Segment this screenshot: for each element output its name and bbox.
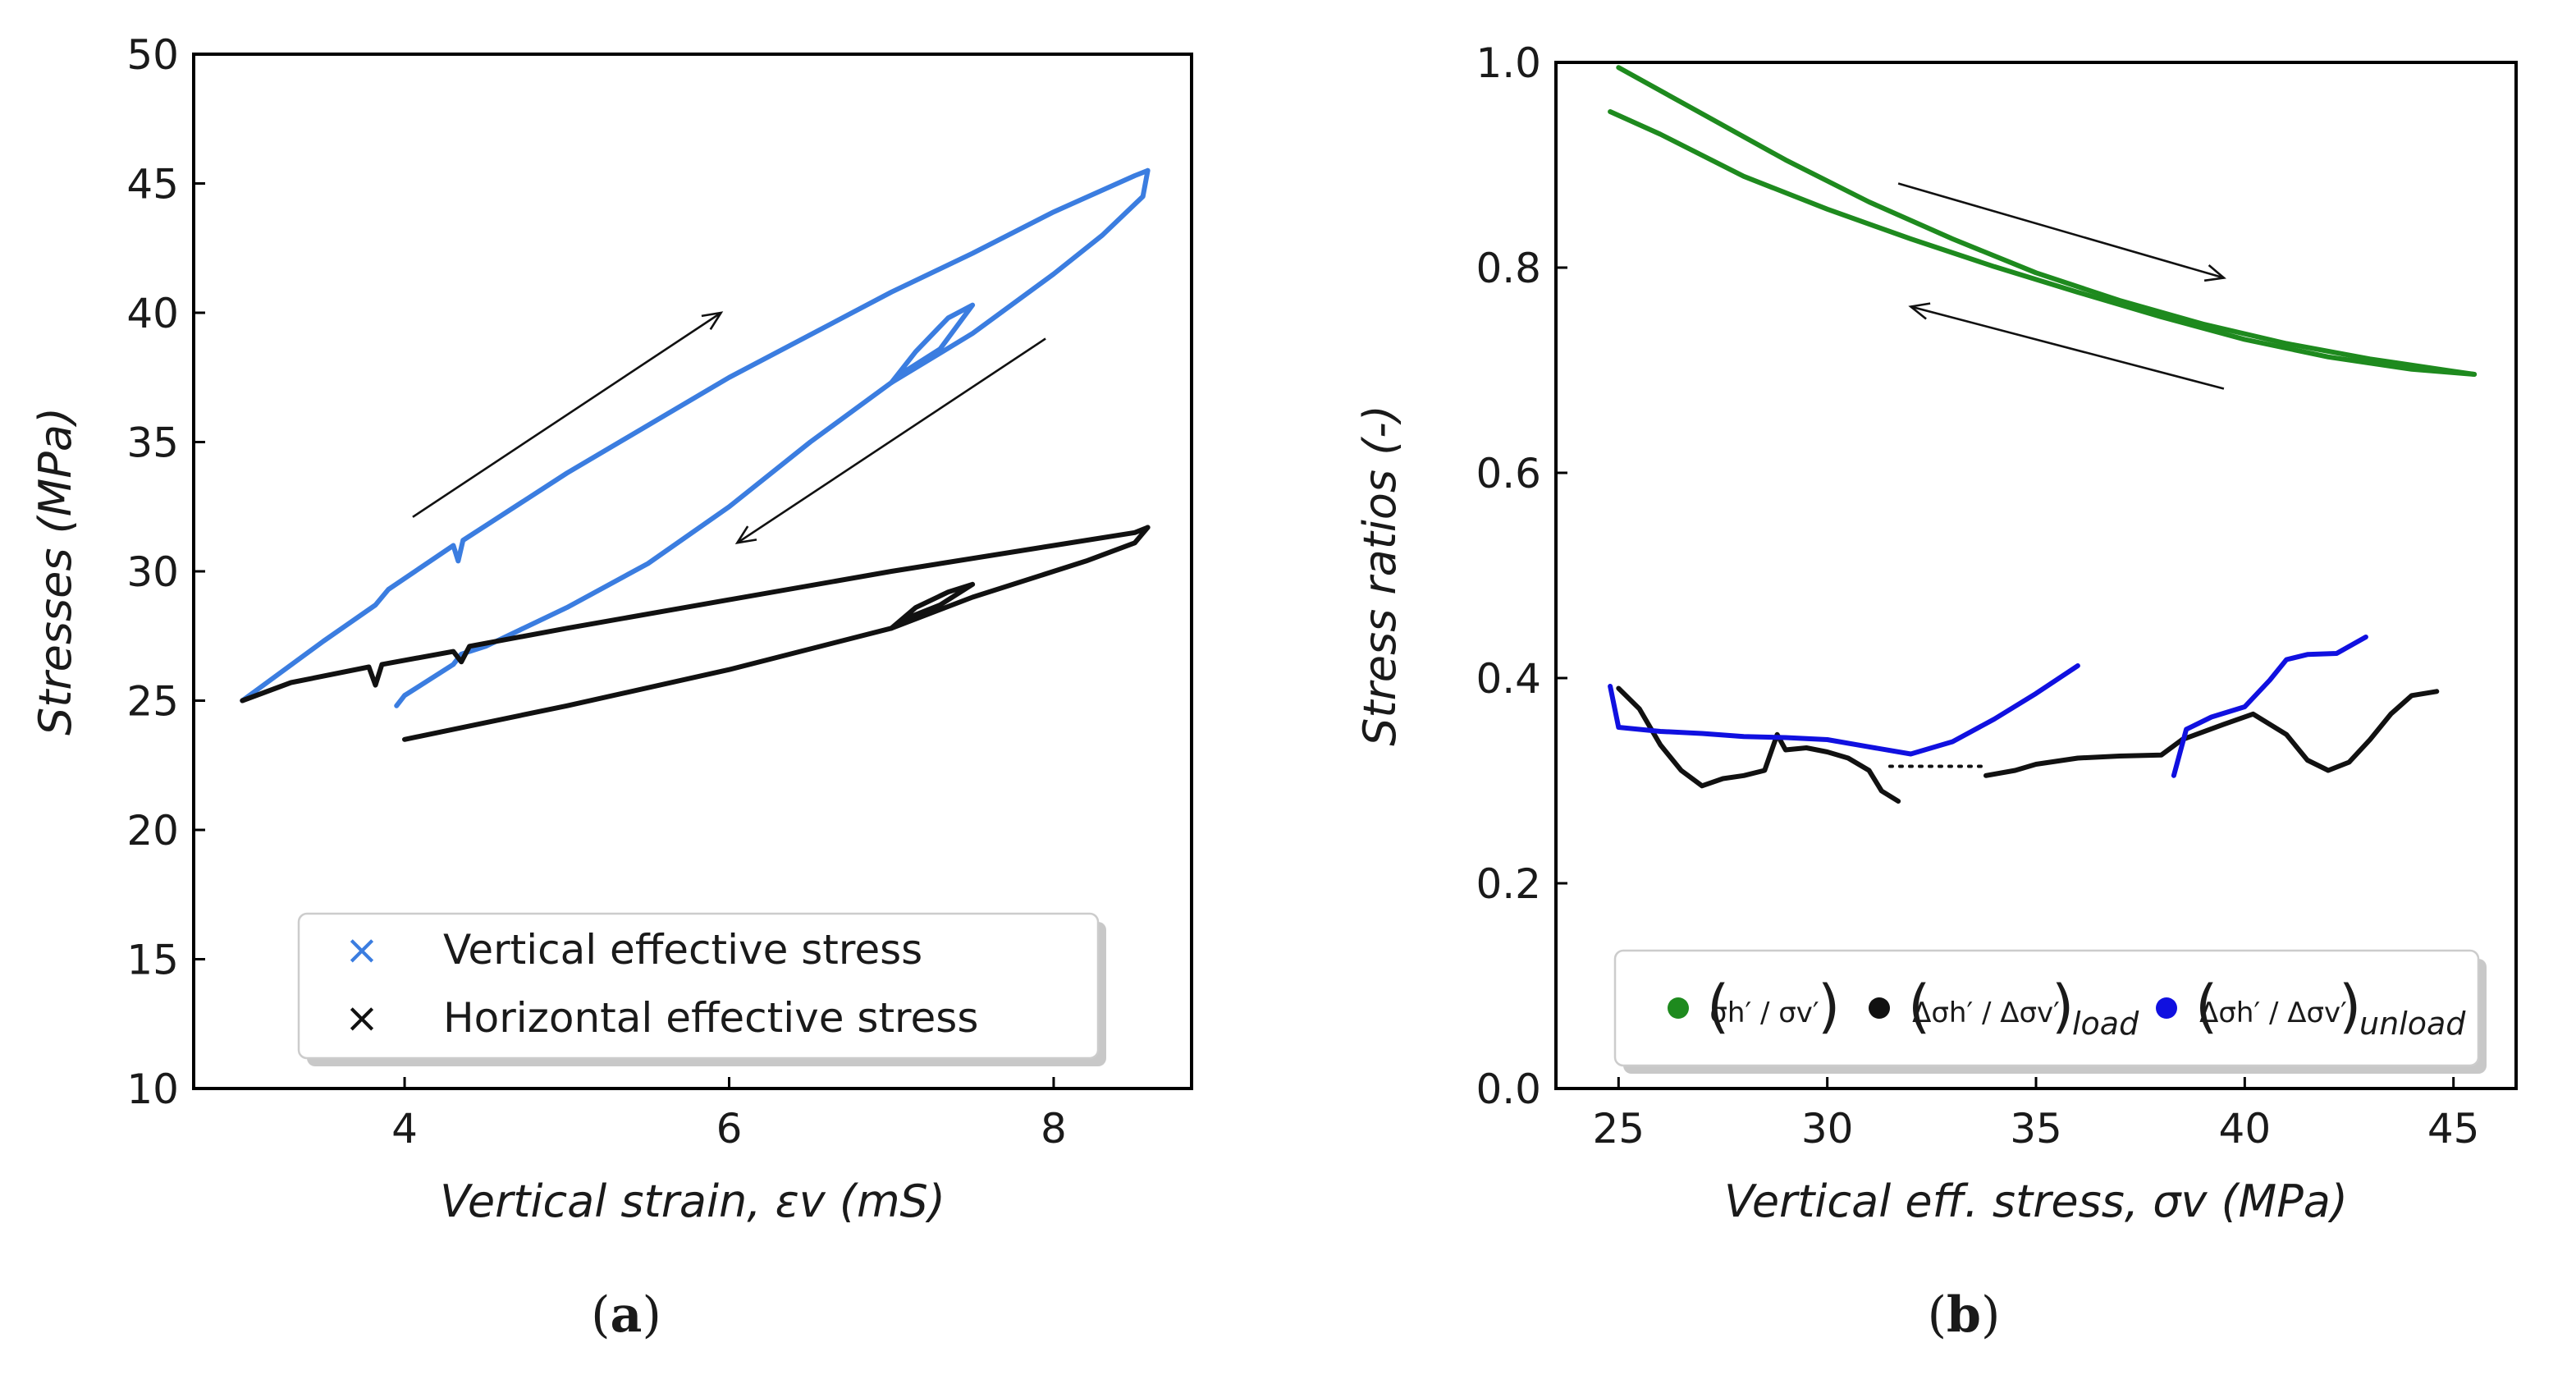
- chart-b-legend-label-load: Δσh′ / Δσv′: [1912, 997, 2060, 1029]
- chart-b-x-tick-label: 30: [1801, 1105, 1854, 1153]
- chart-b-x-tick-label: 35: [2010, 1105, 2062, 1153]
- chart-a-x-tick-label: 8: [1041, 1105, 1067, 1153]
- chart-b-tick-layer: 25 30 35 40 45 0.0 0.2 0.4 0.6 0.8 1.0: [1476, 39, 2479, 1153]
- chart-a-x-tick-label: 4: [391, 1105, 418, 1153]
- chart-a-series-0-segment-1: [394, 167, 1151, 708]
- chart-b-arrow-2: [1897, 182, 2225, 279]
- chart-b-y-axis-label: Stress ratios (-): [1354, 405, 1406, 746]
- chart-a-arrowhead-0: [701, 311, 724, 330]
- chart-a-y-tick-label: 25: [126, 678, 179, 726]
- chart-b-series-layer: [1608, 65, 2478, 804]
- chart-a-legend-marker-vertical: ×: [345, 926, 379, 974]
- chart-a-y-tick-label: 20: [126, 807, 179, 855]
- chart-b-series-1-segment-0: [1616, 685, 1901, 804]
- chart-a-panel-letter: a: [611, 1286, 643, 1344]
- chart-b-legend-sub-unload: unload: [2359, 1006, 2466, 1042]
- chart-b-legend: ( σh′ / σv′ ) ( Δσh′ / Δσv′ ) load ( Δσh…: [1613, 949, 2487, 1074]
- chart-a-tick-layer: 4 6 8 10 15 20 25 30 35 40 45 50: [126, 31, 1066, 1153]
- chart-b-legend-paren-close-0: ): [1818, 973, 1840, 1040]
- chart-b-legend-paren-close-2: ): [2339, 973, 2361, 1040]
- chart-a-legend-label-horizontal: Horizontal effective stress: [443, 994, 978, 1042]
- chart-b-series-2-segment-0: [1608, 663, 2080, 757]
- chart-b-x-axis-label: Vertical eff. stress, σv (MPa): [1724, 1176, 2348, 1227]
- chart-a-arrow-0: [412, 311, 722, 518]
- chart-b-series-0-segment-0: [1616, 65, 2478, 377]
- chart-a-series-0-segment-2: [889, 302, 976, 386]
- chart-b-legend-dot-ratio: [1668, 997, 1689, 1019]
- chart-b-arrow-3: [1910, 305, 2225, 390]
- chart-a-y-tick-label: 40: [126, 290, 179, 337]
- chart-b-panel-label: (b): [1928, 1286, 2001, 1344]
- chart-b-legend-sub-load: load: [2072, 1006, 2139, 1042]
- chart-b-legend-paren-close-1: ): [2052, 973, 2074, 1040]
- chart-a-legend-marker-horizontal: ×: [345, 994, 379, 1042]
- chart-a-series-layer: [240, 167, 1151, 742]
- chart-a-legend-box: [297, 912, 1100, 1060]
- chart-a-panel-label: (a): [591, 1286, 661, 1344]
- chart-a-x-tick-label: 6: [716, 1105, 743, 1153]
- chart-b-legend-dot-unload: [2156, 997, 2177, 1019]
- chart-b-y-tick-label: 0.8: [1476, 245, 1541, 292]
- chart-a-arrows: [412, 311, 1046, 545]
- chart-a-y-tick-label: 50: [126, 31, 179, 79]
- chart-b-arrowhead-3: [1908, 302, 1931, 320]
- chart-b-legend-label-ratio: σh′ / σv′: [1709, 997, 1819, 1029]
- chart-b-arrowhead-2: [2203, 264, 2226, 282]
- chart-b-legend-box: [1613, 949, 2480, 1067]
- chart-b-y-tick-label: 0.4: [1476, 655, 1541, 703]
- chart-b-legend-paren-open-2: (: [2195, 973, 2217, 1040]
- chart-b-series-2-segment-1: [2171, 635, 2368, 778]
- chart-b-y-tick-label: 0.6: [1476, 450, 1541, 497]
- chart-b-x-tick-label: 40: [2219, 1105, 2272, 1153]
- chart-b-panel-letter: b: [1947, 1286, 1981, 1344]
- chart-a-arrowhead-1: [734, 525, 757, 545]
- chart-a: 4 6 8 10 15 20 25 30 35 40 45 50 Vertical strain, ε…: [30, 31, 1193, 1344]
- chart-a-y-axis-label: Stresses (MPa): [30, 407, 81, 736]
- chart-b-legend-dot-load: [1869, 997, 1890, 1019]
- chart-a-series-1-segment-0: [240, 525, 1151, 704]
- chart-a-y-tick-label: 10: [126, 1066, 179, 1113]
- chart-b-series-1-segment-1: [1983, 689, 2440, 778]
- chart-a-y-tick-label: 30: [126, 548, 179, 596]
- chart-a-x-axis-label: Vertical strain, εv (mS): [440, 1176, 945, 1227]
- chart-b-x-tick-label: 45: [2427, 1105, 2480, 1153]
- chart-b: 25 30 35 40 45 0.0 0.2 0.4 0.6 0.8 1.0 Vertical ef…: [1354, 39, 2518, 1344]
- chart-b-series-0-segment-1: [1608, 109, 2478, 377]
- chart-b-y-tick-label: 0.2: [1476, 860, 1541, 908]
- chart-a-y-tick-label: 15: [126, 937, 179, 984]
- chart-a-series-0-segment-0: [240, 167, 1151, 704]
- chart-b-x-tick-label: 25: [1592, 1105, 1645, 1153]
- chart-a-legend: × Vertical effective stress × Horizontal…: [297, 912, 1106, 1066]
- chart-b-legend-paren-open-0: (: [1707, 973, 1729, 1040]
- chart-b-y-tick-label: 0.0: [1476, 1066, 1541, 1113]
- chart-b-arrows: [1897, 182, 2226, 390]
- chart-b-y-tick-label: 1.0: [1476, 39, 1541, 87]
- chart-b-legend-paren-open-1: (: [1908, 973, 1930, 1040]
- chart-a-y-tick-label: 45: [126, 161, 179, 209]
- chart-a-arrow-1: [736, 337, 1046, 544]
- chart-a-y-tick-label: 35: [126, 419, 179, 467]
- chart-b-legend-label-unload: Δσh′ / Δσv′: [2199, 997, 2347, 1029]
- chart-a-series-1-segment-1: [402, 525, 1151, 742]
- chart-a-legend-label-vertical: Vertical effective stress: [443, 926, 922, 974]
- chart-a-series-1-segment-2: [889, 581, 976, 631]
